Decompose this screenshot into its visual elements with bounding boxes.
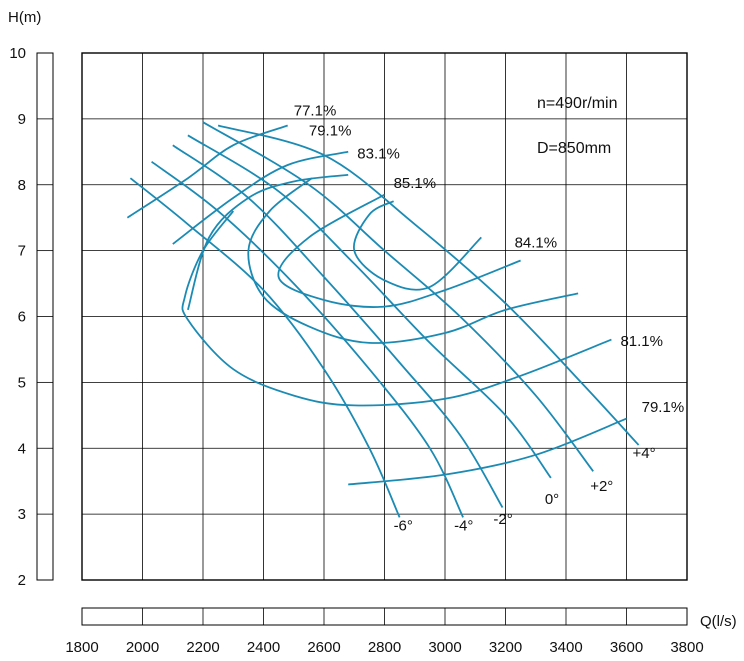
- y-tick-label: 9: [18, 111, 26, 128]
- blade-angle-curve-3: [187, 134, 552, 479]
- blade-angle-label: +2°: [590, 478, 613, 495]
- efficiency-label: 83.1%: [357, 145, 400, 162]
- tick-labels: 1800 2000 2200 2400 2600 2800 3000 3200 3400 3600…: [9, 45, 703, 656]
- blade-angle-curve-0: [129, 177, 401, 518]
- efficiency-curve-5: [247, 177, 579, 344]
- efficiency-curve-7: [353, 200, 482, 291]
- x-tick-label: 2200: [186, 639, 219, 656]
- x-axis-label: Q(l/s): [700, 613, 737, 630]
- curves-group: [126, 121, 640, 518]
- y-tick-label: 4: [18, 440, 26, 457]
- efficiency-curve-4: [181, 210, 612, 407]
- efficiency-curve-6: [277, 193, 521, 308]
- efficiency-curve-0: [126, 124, 289, 219]
- efficiency-label: 81.1%: [620, 333, 663, 350]
- blade-angle-label: -4°: [454, 518, 473, 535]
- grid-lines: [37, 52, 688, 625]
- efficiency-label: 84.1%: [515, 234, 558, 251]
- y-tick-label: 10: [9, 45, 26, 62]
- efficiency-curve-2: [348, 417, 627, 486]
- blade-angle-curve-1: [151, 160, 464, 518]
- efficiency-curve-1: [172, 150, 349, 245]
- efficiency-label: 79.1%: [309, 122, 352, 139]
- blade-angle-curve-4: [202, 121, 594, 472]
- y-tick-label: 5: [18, 374, 26, 391]
- blade-angle-curve-5: [217, 124, 640, 446]
- blade-angle-label: +4°: [633, 445, 656, 462]
- chart-frame: [36, 52, 688, 626]
- x-tick-label: 3200: [489, 639, 522, 656]
- x-tick-label: 3800: [670, 639, 703, 656]
- y-tick-label: 2: [18, 572, 26, 589]
- x-tick-label: 2400: [247, 639, 280, 656]
- x-tick-label: 3400: [549, 639, 582, 656]
- y-tick-label: 8: [18, 177, 26, 194]
- blade-angle-label: -2°: [493, 511, 512, 528]
- efficiency-label: 85.1%: [394, 175, 437, 192]
- x-tick-label: 3600: [610, 639, 643, 656]
- y-axis-label: H(m): [8, 9, 41, 26]
- efficiency-label: 79.1%: [642, 399, 685, 416]
- x-tick-label: 3000: [428, 639, 461, 656]
- x-tick-label: 1800: [65, 639, 98, 656]
- x-tick-label: 2600: [307, 639, 340, 656]
- y-tick-label: 7: [18, 243, 26, 260]
- blade-angle-curve-2: [172, 144, 504, 508]
- curve-labels: 77.1% 79.1% 79.1% 83.1% 81.1% 84.1% 85.1% -6° -4…: [294, 103, 684, 535]
- diameter-annotation: D=850mm: [537, 140, 611, 157]
- x-tick-label: 2000: [126, 639, 159, 656]
- y-tick-label: 3: [18, 506, 26, 523]
- blade-angle-label: 0°: [545, 491, 559, 508]
- efficiency-label: 77.1%: [294, 103, 337, 120]
- speed-annotation: n=490r/min: [537, 95, 618, 112]
- blade-angle-label: -6°: [394, 518, 413, 535]
- y-tick-label: 6: [18, 309, 26, 326]
- x-tick-label: 2800: [368, 639, 401, 656]
